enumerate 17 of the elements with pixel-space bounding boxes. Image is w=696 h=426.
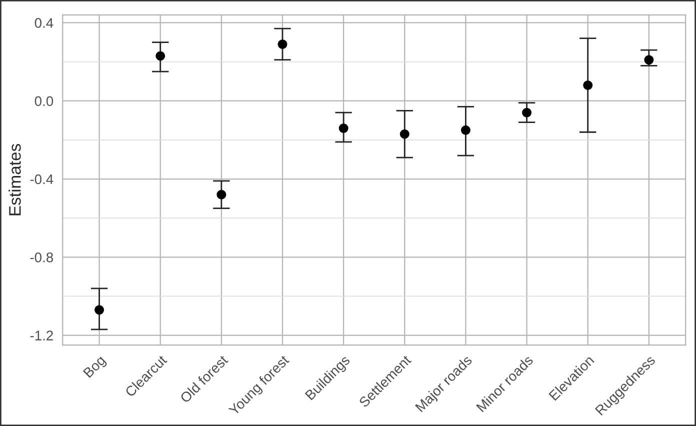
point — [460, 125, 470, 135]
point — [216, 190, 226, 200]
point — [644, 55, 654, 65]
y-tick-label: -0.8 — [30, 252, 54, 262]
point — [156, 51, 166, 61]
y-tick-label: 0.4 — [34, 18, 54, 28]
x-tick-label: Bog — [82, 355, 108, 380]
y-tick-label: 0.0 — [34, 96, 54, 106]
point — [338, 123, 348, 133]
point — [583, 80, 593, 90]
y-tick-label: -0.4 — [30, 174, 54, 184]
point — [94, 305, 104, 315]
point — [400, 129, 410, 139]
point — [278, 39, 288, 49]
point — [522, 108, 532, 118]
y-axis-title: Estimates — [8, 144, 21, 216]
y-tick-label: -1.2 — [30, 330, 53, 340]
